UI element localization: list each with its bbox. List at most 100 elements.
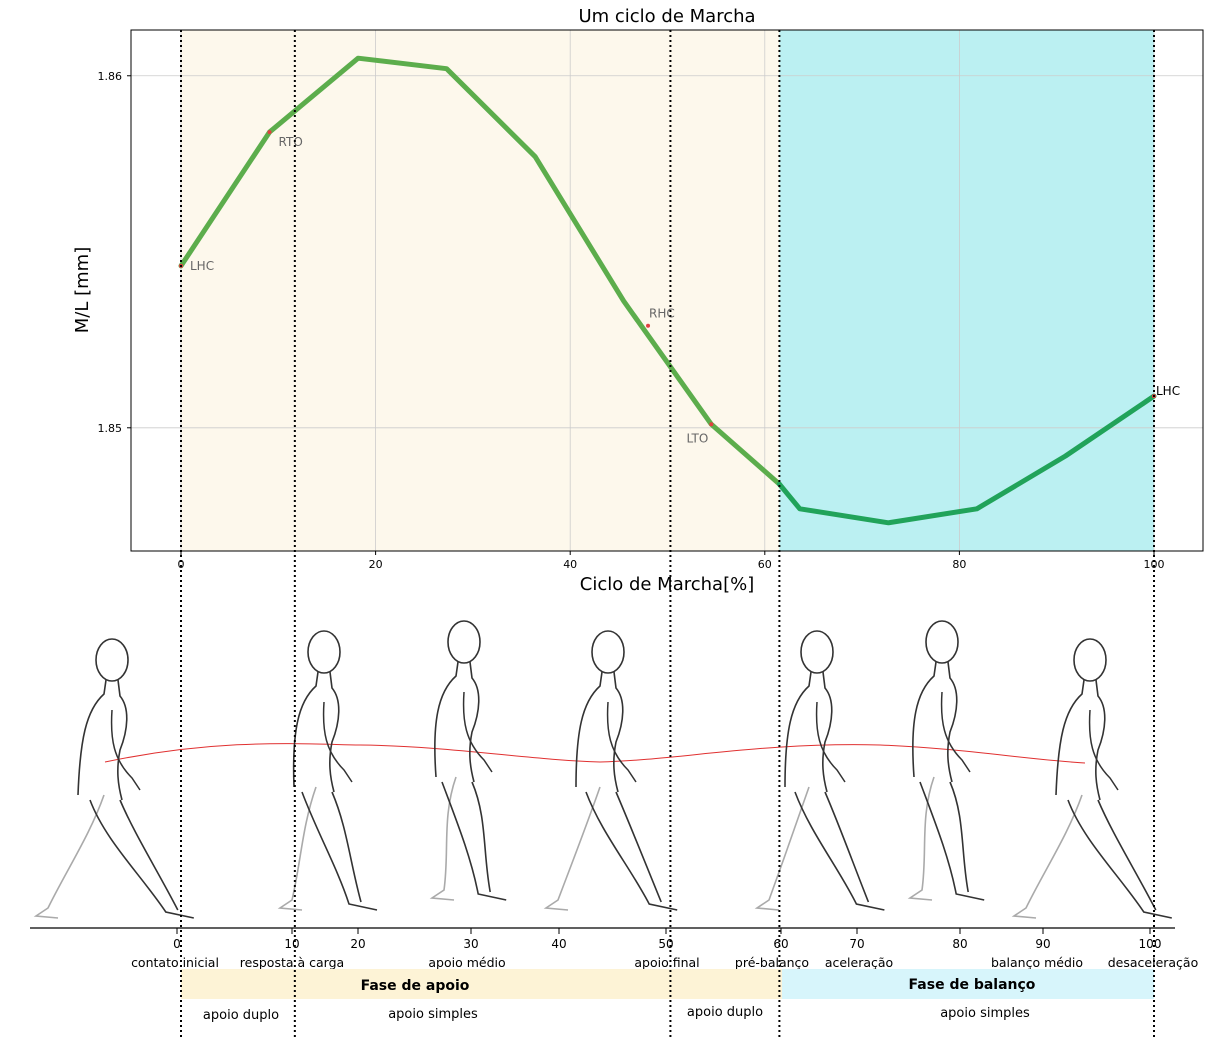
head [800,630,834,674]
back-leg [33,794,105,919]
stance-phase-band [181,969,782,999]
walking-figure-1 [277,630,378,911]
x-tick-label: 80 [952,558,966,571]
head [591,630,625,674]
shaded-regions [181,30,1154,551]
x-tick-label: 0 [178,558,185,571]
scale-tick-label: 10 [284,937,299,951]
chart: LHC RTO RHC LTO LHC 0 20 40 60 80 100 1.85 1.86 Um… [72,6,1204,595]
x-tick-label: 20 [369,558,383,571]
head [447,620,481,664]
back-leg [754,786,810,911]
y-tick-label: 1.86 [98,70,123,83]
x-tick-label: 100 [1144,558,1165,571]
torso [1055,679,1106,801]
torso [575,671,624,793]
y-ticks: 1.85 1.86 [98,70,131,435]
support-label-single-2: apoio simples [940,1006,1030,1021]
swing-phase-label: Fase de balanço [909,977,1036,993]
stance-phase-label: Fase de apoio [361,978,470,994]
series-line-0 [178,55,782,487]
scale-tick-label: 40 [551,937,566,951]
phase-name-label: balanço médio [991,955,1083,970]
gait-illustration: 0 10 20 30 40 50 60 70 80 90 100 contato inicial res… [30,620,1198,1023]
head [1073,638,1107,682]
phase-divider-lines [180,30,1155,1040]
event-marker-1 [267,130,272,135]
scale-tick-label: 0 [173,937,181,951]
shaded-region-1 [779,30,1154,551]
back-leg [429,776,457,901]
scale-tick-label: 30 [463,937,478,951]
phase-name-label: apoio médio [428,955,505,970]
torso [434,661,480,783]
x-axis-label: Ciclo de Marcha[%] [580,574,754,595]
x-ticks: 0 20 40 60 80 100 [178,551,1165,571]
phase-name-label: aceleração [825,955,893,970]
phase-name-label: desaceleração [1108,955,1199,970]
scale-tick-label: 60 [773,937,788,951]
scale-tick-label: 50 [658,937,673,951]
event-label-3: LTO [686,431,708,445]
back-leg [1011,794,1083,919]
head [925,620,959,664]
chart-title: Um ciclo de Marcha [578,6,755,27]
walking-figure-4 [754,630,885,911]
walking-figure-6 [1011,638,1172,919]
walking-figure-0 [33,638,194,919]
torso [77,679,128,801]
front-leg [585,791,678,911]
head [95,638,129,682]
shaded-region-0 [181,30,780,551]
plot-frame [130,29,1204,552]
scale-tick-label: 80 [952,937,967,951]
torso [292,671,340,793]
scale-tick-label: 100 [1139,937,1162,951]
series-line-1 [776,393,1157,526]
front-leg [919,781,985,901]
event-label-4: LHC [1156,384,1180,398]
phase-name-label: pré-balanço [735,955,809,970]
back-leg [543,786,601,911]
scale-tick-label: 20 [350,937,365,951]
arm [322,701,353,783]
y-tick-label: 1.85 [98,422,123,435]
event-label-0: LHC [190,259,214,273]
torso [912,661,958,783]
arm [606,701,637,783]
arm [462,691,493,773]
back-leg [277,786,317,911]
event-label-2: RHC [649,307,675,321]
arm [110,709,141,791]
head [307,630,341,674]
swing-phase-band [782,969,1154,999]
walking-figure-2 [429,620,507,901]
arm [940,691,971,773]
phase-name-label: apoio final [634,955,699,970]
front-leg [794,791,885,911]
support-label-double-1: apoio duplo [203,1008,279,1023]
x-tick-label: 60 [758,558,772,571]
event-marker-3 [709,422,714,427]
phase-name-label: contato inicial [131,955,219,970]
series-lines [178,55,1157,526]
front-leg [301,791,378,911]
event-label-1: RTO [279,135,303,149]
y-axis-label: M/L [mm] [72,247,93,333]
front-leg [1067,799,1172,919]
arm [1088,709,1119,791]
support-label-double-2: apoio duplo [687,1005,763,1020]
event-marker-2 [646,323,651,328]
scale-tick-label: 70 [849,937,864,951]
gait-scale: 0 10 20 30 40 50 60 70 80 90 100 contato inicial res… [131,928,1198,970]
back-leg [907,776,935,901]
scale-tick-label: 90 [1035,937,1050,951]
event-markers: LHC RTO RHC LTO LHC [179,130,1180,445]
front-leg [441,781,507,901]
x-tick-label: 40 [563,558,577,571]
walking-figures [33,620,1172,919]
front-leg [89,799,194,919]
arm [815,701,846,783]
walking-figure-3 [543,630,678,911]
